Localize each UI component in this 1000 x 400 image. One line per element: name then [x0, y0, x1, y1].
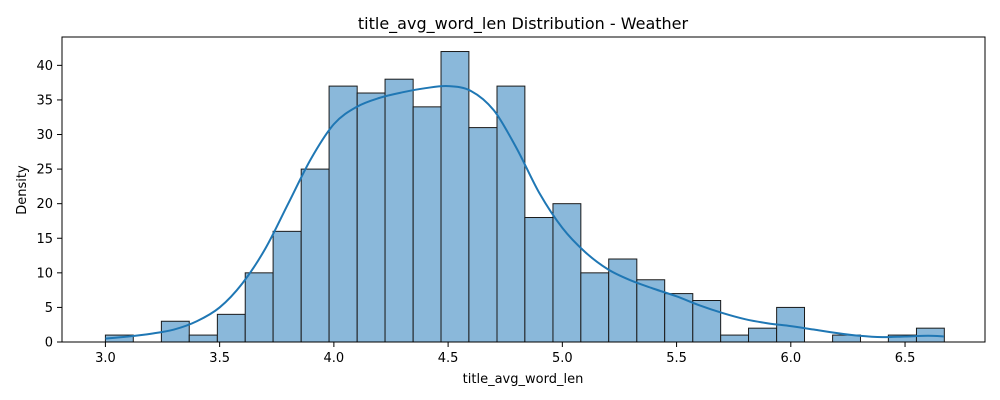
histogram-bar [244, 272, 274, 343]
x-axis-label: title_avg_word_len [463, 372, 584, 387]
x-tick-label: 3.0 [95, 351, 116, 366]
x-tick-label: 5.5 [666, 351, 687, 366]
y-tick-label: 35 [36, 93, 53, 108]
histogram-bar [272, 230, 302, 343]
histogram-bar [300, 168, 330, 343]
x-tick-label: 6.5 [895, 351, 916, 366]
y-tick-label: 0 [45, 336, 53, 351]
y-tick-label: 25 [36, 163, 53, 178]
histogram-bar [496, 85, 526, 343]
y-tick-label: 40 [36, 59, 53, 74]
y-axis-label: Density [15, 165, 30, 215]
histogram-bar [356, 92, 386, 343]
histogram-bar [524, 217, 554, 343]
histogram-bar [552, 203, 582, 343]
x-tick-label: 4.0 [324, 351, 345, 366]
plot-frame [61, 36, 986, 343]
y-tick-label: 20 [36, 197, 53, 212]
histogram-bar [720, 334, 750, 343]
x-axis-ticks: 3.0 3.5 4.0 4.5 5.0 5.5 6.0 6.5 [95, 342, 915, 366]
histogram-bar [384, 78, 414, 343]
y-tick-label: 5 [45, 301, 53, 316]
histogram-bar [748, 327, 778, 343]
histogram-bar [440, 51, 470, 343]
histogram-bars [104, 51, 945, 343]
x-tick-label: 4.5 [438, 351, 459, 366]
histogram-bar [188, 334, 218, 343]
y-axis-ticks: 0 5 10 15 20 25 30 35 40 [36, 59, 62, 351]
kde-curve [105, 85, 944, 340]
chart-title: title_avg_word_len Distribution - Weathe… [358, 14, 689, 34]
x-tick-label: 3.5 [209, 351, 230, 366]
histogram-bar [692, 300, 722, 343]
histogram-bar [636, 279, 666, 343]
x-tick-label: 6.0 [780, 351, 801, 366]
y-tick-label: 15 [36, 232, 53, 247]
y-tick-label: 30 [36, 128, 53, 143]
x-tick-label: 5.0 [552, 351, 573, 366]
histogram-bar [216, 313, 246, 343]
histogram-bar [580, 272, 610, 343]
histogram-bar [468, 127, 498, 343]
y-tick-label: 10 [36, 266, 53, 281]
histogram-bar [412, 106, 442, 343]
